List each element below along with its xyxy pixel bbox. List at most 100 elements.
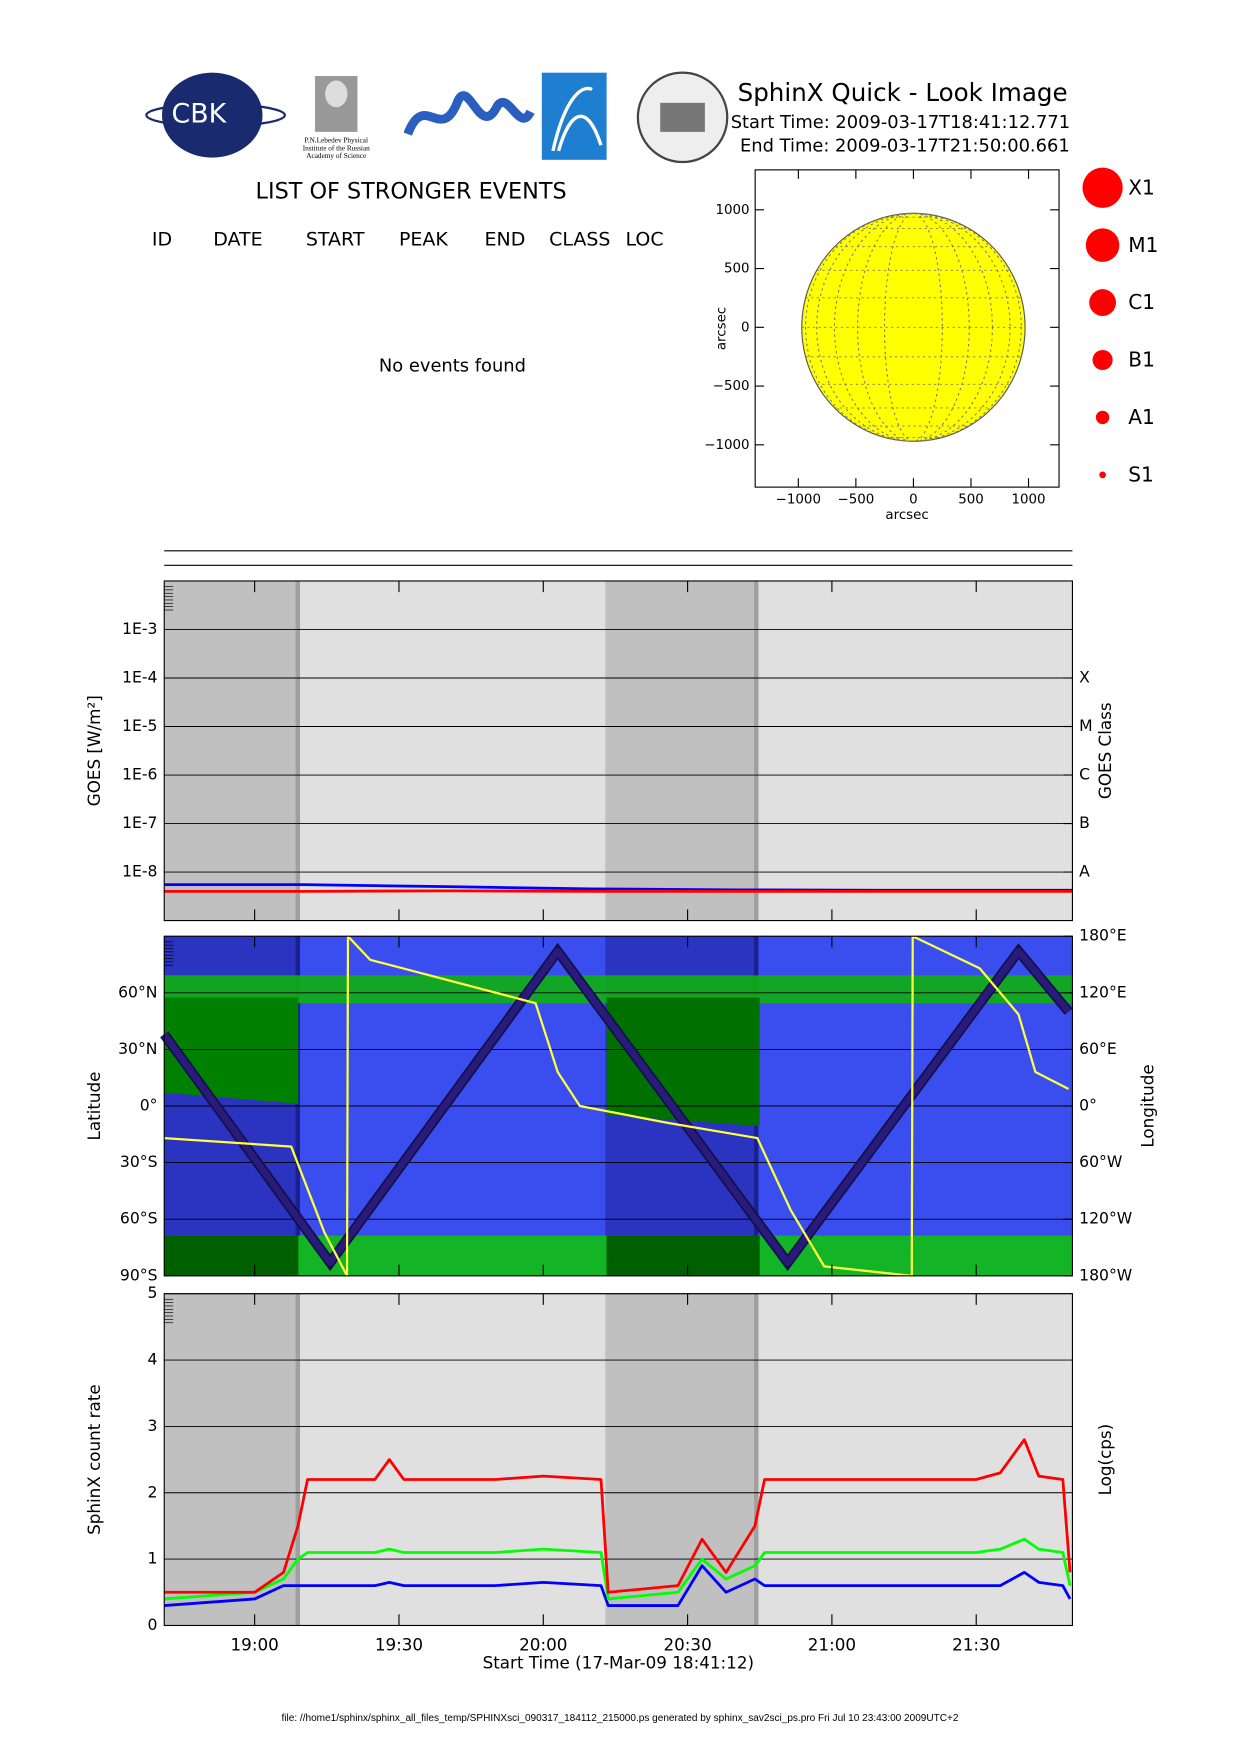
y2-tick-label: 0°	[1079, 1096, 1097, 1115]
events-title: LIST OF STRONGER EVENTS	[256, 179, 567, 205]
plot-frame	[163, 1293, 1073, 1627]
disk-grid	[857, 212, 970, 442]
logo-caption: Institute of the Russian	[303, 144, 370, 152]
y-tick-label: 1E-5	[122, 716, 157, 735]
legend-label: B1	[1128, 348, 1155, 372]
x-tick-label: 20:00	[519, 1635, 567, 1655]
y2-tick-label: A	[1079, 862, 1090, 881]
x-tick-label: −500	[837, 492, 874, 507]
no-events: No events found	[379, 355, 526, 376]
y2-axis-label: Log(cps)	[1095, 1424, 1115, 1496]
logo-caption: P.N.Lebedev Physical	[305, 136, 368, 144]
disk-grid	[816, 212, 1011, 442]
logo-seal-building	[660, 102, 705, 132]
logo-mian	[403, 91, 535, 136]
y-tick-label: 30°S	[120, 1152, 158, 1171]
plot-frame	[163, 935, 1073, 1277]
x-tick-label: 19:30	[375, 1635, 423, 1655]
y-axis-label: SphinX count rate	[84, 1384, 104, 1535]
y-axis-label: Latitude	[84, 1072, 104, 1141]
title: SphinX Quick - Look Image	[738, 78, 1068, 107]
column-header: END	[485, 229, 526, 251]
y2-tick-label: B	[1079, 813, 1090, 832]
x-axis-label: arcsec	[885, 508, 928, 523]
y2-tick-label: 120°E	[1079, 982, 1127, 1001]
x-tick-label: 21:30	[952, 1635, 1000, 1655]
legend-dot	[1099, 471, 1106, 479]
column-header: START	[306, 229, 365, 251]
y-tick-label: 60°S	[120, 1209, 158, 1228]
column-header: LOC	[626, 229, 664, 251]
band-edge	[753, 1293, 759, 1626]
legend-dot	[1082, 167, 1123, 208]
band-edge	[295, 1293, 301, 1626]
y-tick-label: 0	[148, 1615, 158, 1634]
y-axis-label: arcsec	[715, 307, 730, 350]
legend-dot	[1095, 410, 1110, 425]
x-tick-label: 500	[958, 492, 984, 507]
band-edge	[295, 580, 301, 921]
column-header: PEAK	[399, 229, 448, 251]
y2-tick-label: 60°W	[1079, 1152, 1122, 1171]
series-line	[164, 1564, 1072, 1607]
column-header: DATE	[213, 229, 262, 251]
y2-tick-label: 120°W	[1079, 1209, 1132, 1228]
plot-frame	[163, 580, 1073, 922]
y-tick-label: 3	[148, 1416, 158, 1435]
y-tick-label: −1000	[704, 438, 749, 453]
series-line	[164, 1537, 1072, 1601]
y2-tick-label: 180°W	[1079, 1265, 1132, 1284]
x-tick-label: 21:00	[808, 1635, 856, 1655]
logo-ring	[145, 102, 286, 128]
x-tick-label: 19:00	[231, 1635, 279, 1655]
legend-label: X1	[1128, 175, 1155, 199]
logo-text: CBK	[172, 99, 228, 130]
x-tick-label: 1000	[1011, 492, 1045, 507]
start-time: Start Time: 2009-03-17T18:41:12.771	[731, 112, 1070, 133]
column-header: CLASS	[549, 229, 610, 251]
end-time: End Time: 2009-03-17T21:50:00.661	[740, 135, 1070, 156]
night-band	[605, 1293, 758, 1626]
logo-arc	[551, 86, 603, 152]
y-tick-label: 90°S	[120, 1265, 158, 1284]
legend-dot	[1089, 289, 1116, 316]
y-tick-label: 1E-3	[122, 619, 157, 638]
y2-tick-label: 180°E	[1079, 926, 1127, 945]
legend-dot	[1085, 228, 1120, 262]
x-tick-label: −1000	[776, 492, 821, 507]
y2-tick-label: C	[1079, 765, 1090, 784]
legend-label: C1	[1128, 290, 1155, 314]
y2-tick-label: M	[1079, 716, 1092, 735]
night-band	[164, 1293, 299, 1626]
y-tick-label: 1	[148, 1549, 158, 1568]
y2-tick-label: X	[1079, 667, 1090, 686]
disk-grid	[805, 212, 1022, 442]
flux-region	[164, 997, 299, 1104]
y-tick-label: 1E-8	[122, 862, 157, 881]
x-tick-label: 0	[909, 492, 918, 507]
flux-region	[164, 1235, 760, 1276]
legend-label: A1	[1128, 405, 1155, 429]
y-tick-label: 30°N	[118, 1039, 157, 1058]
y-axis-label: GOES [W/m²]	[84, 695, 104, 806]
logo	[161, 72, 263, 158]
y-tick-label: 1E-6	[122, 765, 157, 784]
x-axis-label: Start Time (17-Mar-09 18:41:12)	[483, 1652, 754, 1672]
y-tick-label: 0°	[140, 1096, 158, 1115]
legend-dot	[1092, 349, 1113, 371]
night-band	[164, 580, 299, 921]
plot-frame	[754, 169, 1060, 488]
band-edge	[753, 580, 759, 921]
sun-disk	[801, 212, 1026, 442]
y-tick-label: 500	[724, 262, 750, 277]
legend-label: S1	[1128, 462, 1154, 486]
y-tick-label: 0	[741, 320, 750, 335]
series-line	[164, 1438, 1072, 1594]
y-tick-label: 2	[148, 1482, 158, 1501]
y-tick-label: 1E-4	[122, 667, 157, 686]
y-tick-label: 1000	[716, 203, 750, 218]
y2-tick-label: 60°E	[1079, 1039, 1117, 1058]
y-tick-label: 5	[148, 1283, 158, 1302]
